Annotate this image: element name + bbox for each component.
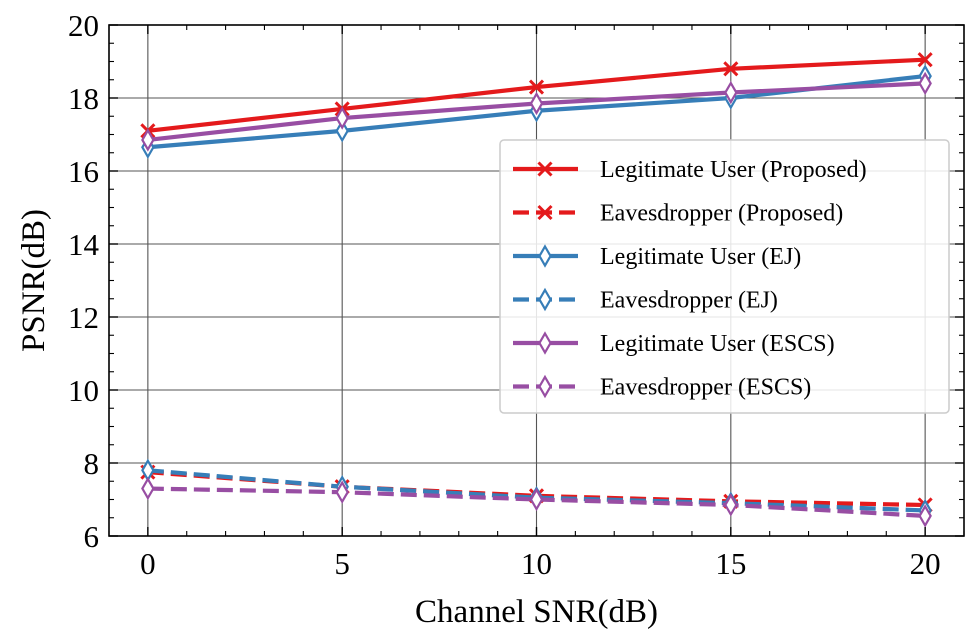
data-point bbox=[529, 91, 544, 116]
series-5 bbox=[141, 476, 932, 528]
legend-item: Legitimate User (Proposed) bbox=[513, 157, 867, 183]
legend-item: Legitimate User (EJ) bbox=[513, 244, 801, 270]
legend-item: Eavesdropper (EJ) bbox=[513, 288, 778, 314]
data-point bbox=[335, 106, 349, 130]
y-tick-label: 8 bbox=[84, 446, 100, 481]
legend-marker bbox=[537, 161, 553, 177]
data-point bbox=[528, 79, 545, 95]
tick-labels: 0 5 10 15 20 6 8 10 12 14 16 18 20 bbox=[68, 8, 941, 581]
legend-marker bbox=[537, 204, 553, 221]
y-tick-label: 16 bbox=[68, 154, 99, 189]
series-4 bbox=[141, 71, 932, 152]
data-point bbox=[529, 487, 544, 512]
axis-ticks bbox=[108, 24, 965, 537]
x-tick-label: 0 bbox=[140, 546, 156, 581]
data-point bbox=[917, 52, 933, 68]
legend-marker bbox=[538, 331, 552, 355]
y-tick-label: 20 bbox=[68, 8, 99, 43]
data-point bbox=[724, 80, 738, 105]
legend: Legitimate User (Proposed) Eavesdropper (… bbox=[499, 139, 950, 414]
legend-item: Eavesdropper (ESCS) bbox=[513, 375, 811, 401]
x-tick-label: 5 bbox=[334, 546, 350, 581]
data-point bbox=[723, 61, 739, 77]
legend-item: Eavesdropper (Proposed) bbox=[513, 201, 843, 227]
y-tick-label: 12 bbox=[68, 300, 99, 335]
legend-box bbox=[499, 139, 950, 414]
x-tick-label: 20 bbox=[910, 546, 941, 581]
y-axis-label: PSNR(dB) bbox=[16, 209, 52, 352]
series-layer bbox=[140, 52, 933, 528]
y-tick-label: 14 bbox=[68, 227, 100, 262]
data-point bbox=[141, 128, 155, 152]
series-line bbox=[147, 468, 926, 513]
legend-marker bbox=[538, 287, 552, 312]
x-tick-label: 10 bbox=[521, 546, 552, 581]
data-point bbox=[724, 493, 738, 517]
y-tick-label: 18 bbox=[68, 81, 99, 116]
data-point bbox=[335, 119, 349, 143]
legend-label: Legitimate User (EJ) bbox=[600, 244, 801, 270]
legend-item: Legitimate User (ESCS) bbox=[513, 331, 835, 357]
legend-label: Legitimate User (ESCS) bbox=[600, 331, 835, 357]
legend-label: Eavesdropper (EJ) bbox=[600, 288, 778, 314]
legend-marker bbox=[538, 374, 552, 399]
y-tick-label: 10 bbox=[68, 373, 99, 408]
series-line bbox=[147, 486, 926, 519]
y-tick-label: 6 bbox=[84, 519, 100, 554]
legend-label: Eavesdropper (Proposed) bbox=[600, 201, 843, 227]
x-tick-label: 15 bbox=[715, 546, 746, 581]
x-axis-label: Channel SNR(dB) bbox=[415, 594, 658, 630]
data-point bbox=[141, 476, 155, 501]
legend-label: Legitimate User (Proposed) bbox=[600, 157, 867, 183]
legend-marker bbox=[538, 244, 552, 268]
data-point bbox=[918, 504, 932, 528]
legend-label: Eavesdropper (ESCS) bbox=[600, 375, 811, 401]
data-point bbox=[335, 480, 349, 504]
data-point bbox=[918, 71, 932, 96]
